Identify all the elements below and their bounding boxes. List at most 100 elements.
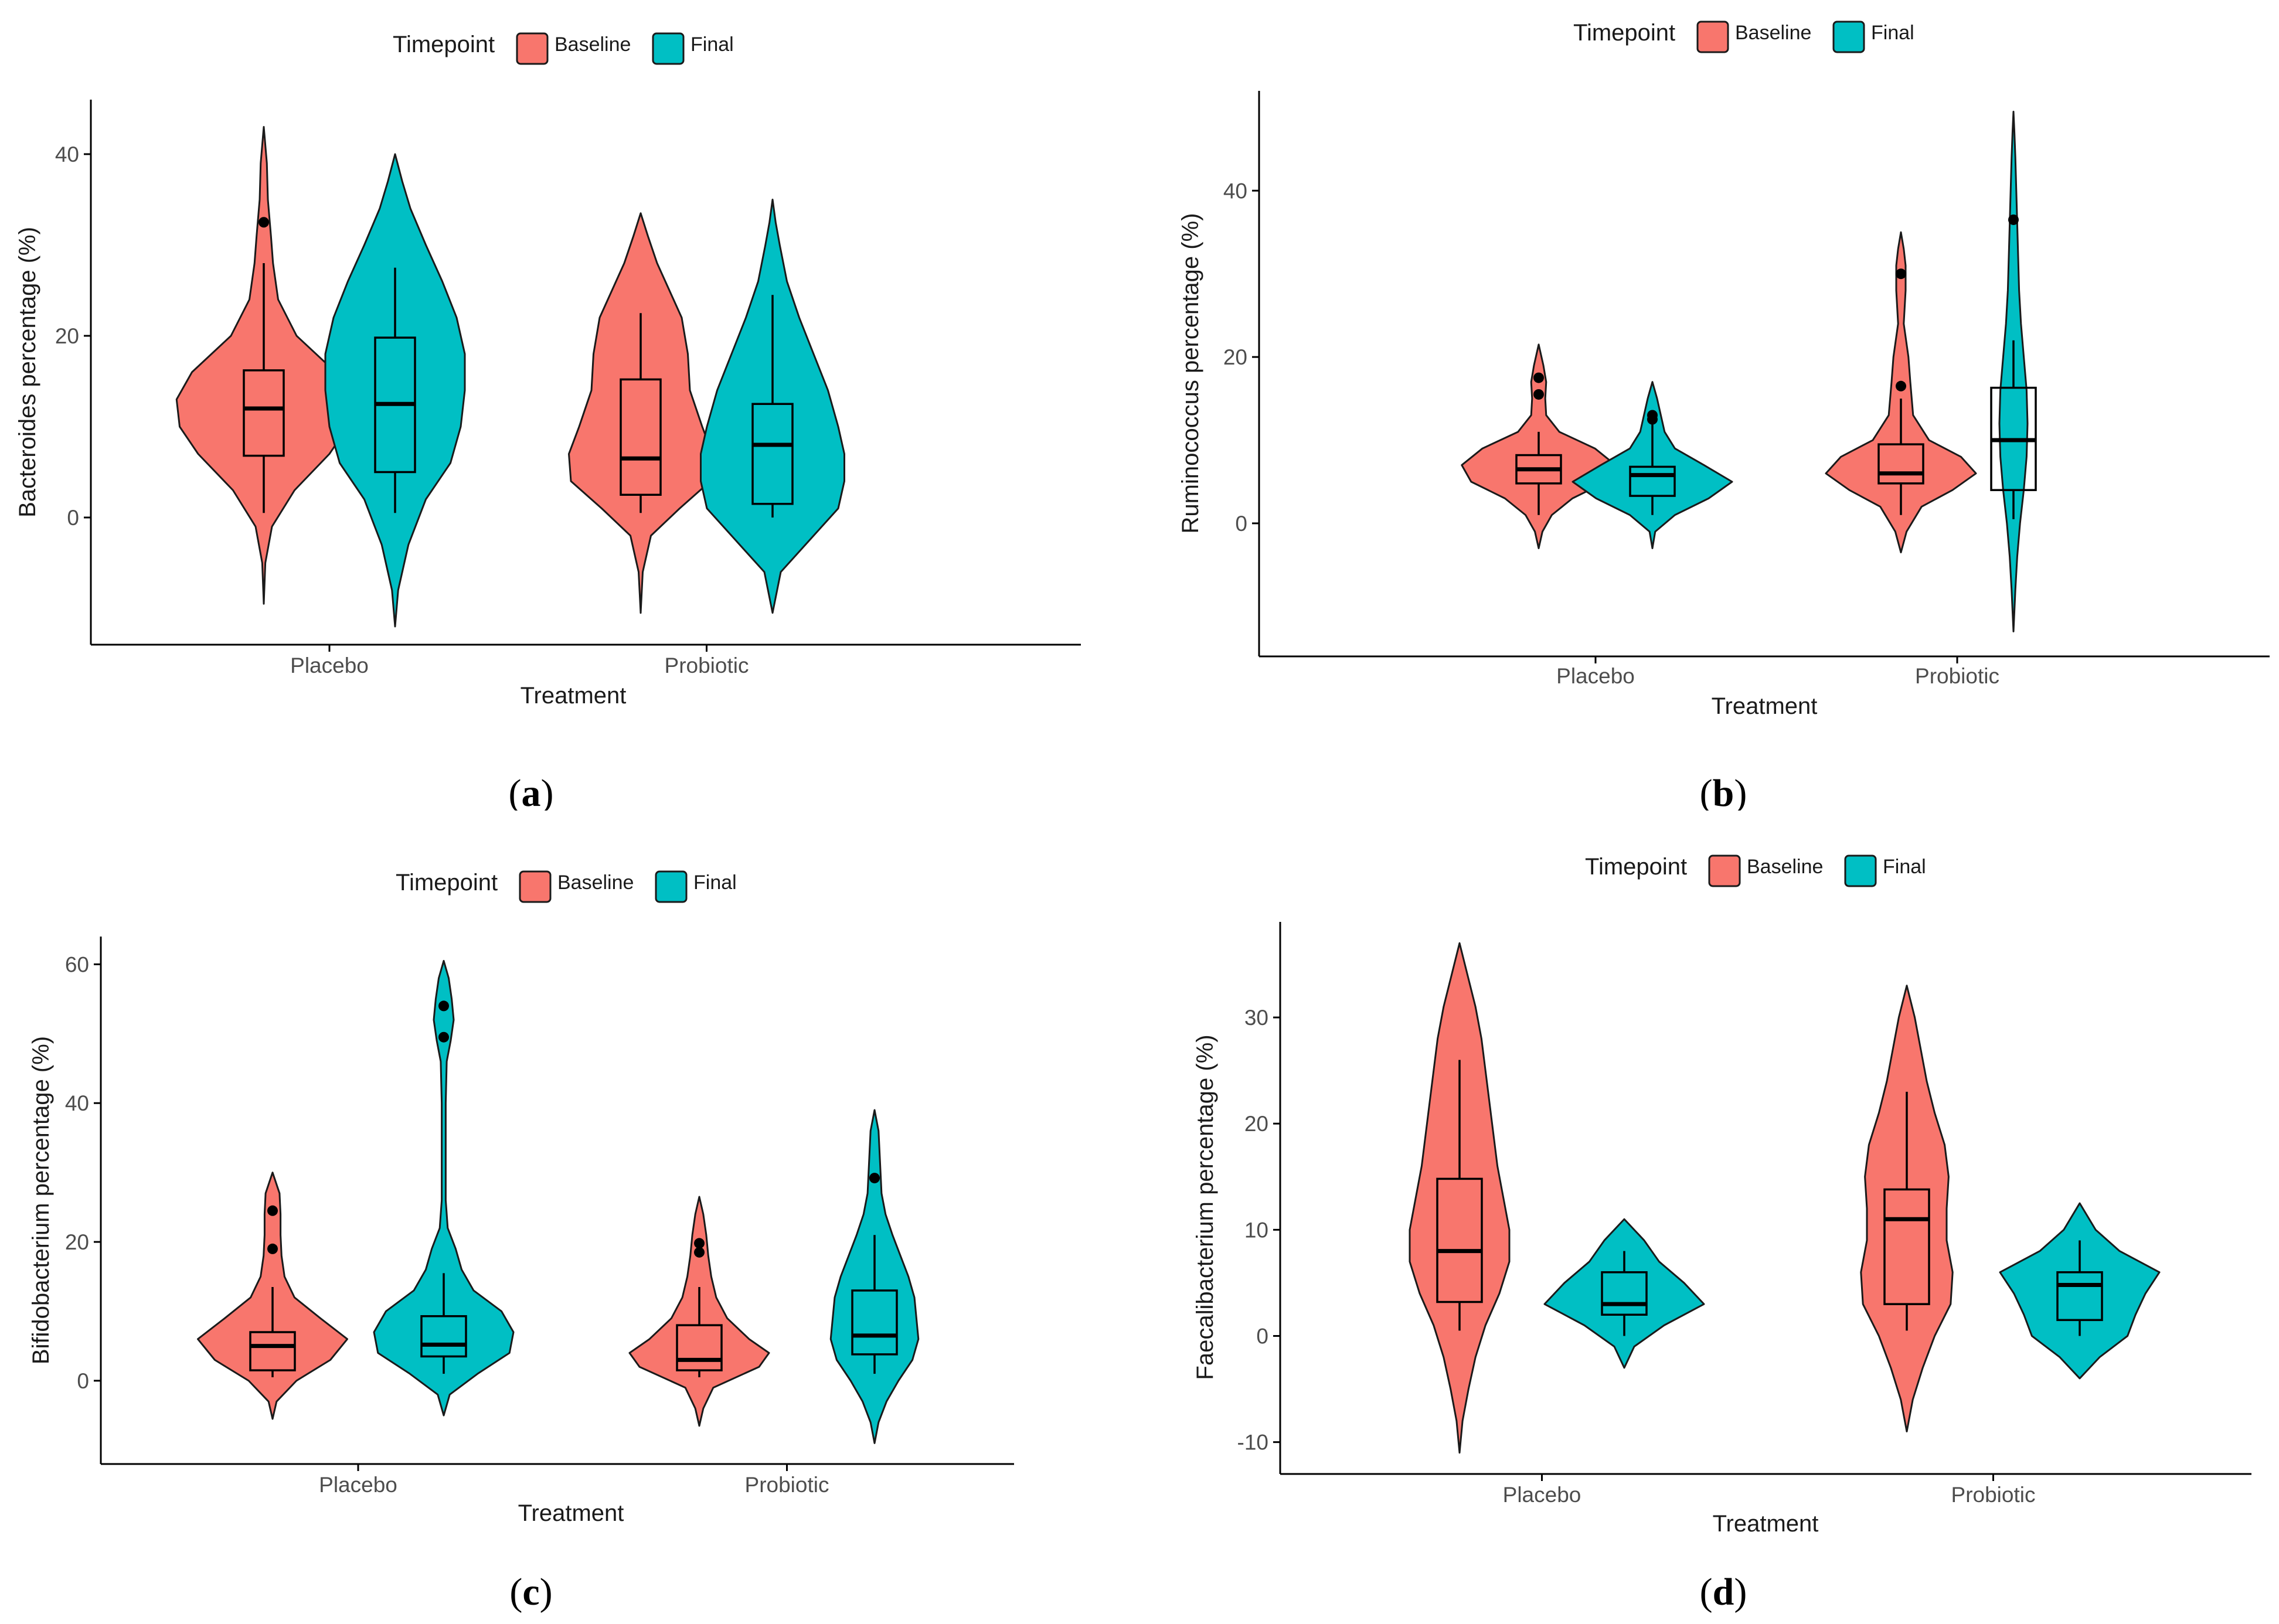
panel-label: (a) <box>509 772 554 811</box>
legend-title: Timepoint <box>393 32 495 57</box>
x-tick-label-placebo: Placebo <box>1503 1483 1581 1507</box>
panel-letter: a <box>522 772 541 811</box>
x-tick-label-probiotic: Probiotic <box>745 1473 829 1497</box>
legend-key-baseline <box>1708 854 1741 887</box>
legend: Timepoint Baseline Final <box>1585 854 1926 887</box>
plot-area <box>175 126 845 628</box>
legend-key-baseline <box>519 870 552 903</box>
x-tick-label-placebo: Placebo <box>1556 664 1635 688</box>
chart-b-svg: Timepoint Baseline Final 0 20 40 Placebo P… <box>1178 20 2270 815</box>
outlier-point <box>869 1173 880 1184</box>
box-placebo-final <box>1601 1271 1648 1316</box>
y-tick-label: 0 <box>77 1369 89 1393</box>
y-tick-label: 40 <box>1223 179 1247 203</box>
plot-area <box>1409 942 2161 1454</box>
plot-area <box>197 959 920 1444</box>
y-tick-label: 10 <box>1244 1218 1268 1242</box>
box-probiotic-final <box>2056 1271 2103 1322</box>
outlier-point <box>267 1243 278 1254</box>
violin-placebo-final <box>324 153 466 628</box>
legend: Timepoint Baseline Final <box>1573 20 1914 53</box>
outlier-point <box>694 1238 705 1249</box>
y-tick-label: 20 <box>55 324 79 348</box>
legend-label-baseline: Baseline <box>555 33 631 56</box>
legend-label-final: Final <box>1871 22 1914 44</box>
chart-panel-a: Timepoint Baseline Final 0 20 40 Placebo P… <box>0 0 1140 815</box>
y-axis-title: Bifidobacterium percentage (%) <box>28 1036 54 1364</box>
legend-label-baseline: Baseline <box>557 871 634 894</box>
plot-area <box>1461 110 2037 632</box>
violin-probiotic-final <box>700 199 845 614</box>
panel-label: (b) <box>1700 772 1747 811</box>
outlier-point <box>1533 389 1544 400</box>
legend-key-final <box>652 32 685 65</box>
y-tick-label: 0 <box>1235 512 1247 536</box>
legend-label-final: Final <box>690 33 734 56</box>
outlier-point <box>2008 214 2019 225</box>
violin-placebo-final <box>373 959 515 1417</box>
panel-letter: d <box>1713 1571 1734 1613</box>
box-probiotic-baseline <box>676 1324 723 1371</box>
legend-label-final: Final <box>1883 856 1926 878</box>
box-placebo-baseline <box>249 1331 296 1371</box>
y-axis-title: Ruminococcus percentage (%) <box>1178 213 1203 534</box>
chart-d-svg: Timepoint Baseline Final -10 0 10 20 30 Plac… <box>1192 854 2251 1613</box>
box-probiotic-final <box>851 1289 898 1356</box>
legend-title: Timepoint <box>1585 854 1687 880</box>
y-tick-label: 60 <box>65 952 89 976</box>
panel-letter: b <box>1713 772 1734 811</box>
y-tick-label: 20 <box>1244 1112 1268 1136</box>
x-tick-label-probiotic: Probiotic <box>1915 664 1999 688</box>
x-axis-title: Treatment <box>521 683 627 709</box>
violin-probiotic-baseline <box>568 212 713 614</box>
y-tick-label: 0 <box>67 506 79 530</box>
box-placebo-final <box>1629 465 1676 497</box>
chart-panel-d: Timepoint Baseline Final -10 0 10 20 30 Plac… <box>1140 811 2279 1624</box>
legend-key-final <box>1844 854 1877 887</box>
legend: Timepoint Baseline Final <box>396 870 737 903</box>
y-axis-title: Bacteroides percentage (%) <box>15 227 40 517</box>
box-probiotic-baseline <box>1883 1188 1930 1305</box>
chart-panel-b: Timepoint Baseline Final 0 20 40 Placebo P… <box>1140 0 2279 815</box>
y-tick-label: 40 <box>55 142 79 166</box>
legend-key-final <box>655 870 688 903</box>
violin-probiotic-baseline <box>1825 231 1977 554</box>
outlier-point <box>258 217 269 228</box>
violin-placebo-baseline <box>1409 942 1511 1454</box>
x-axis-ticks <box>328 645 707 652</box>
legend-label-baseline: Baseline <box>1735 22 1811 44</box>
x-tick-label-probiotic: Probiotic <box>665 653 749 677</box>
box-probiotic-final <box>751 403 794 505</box>
x-tick-label-probiotic: Probiotic <box>1951 1483 2036 1507</box>
x-axis-title: Treatment <box>518 1500 624 1526</box>
outlier-point <box>1647 410 1658 421</box>
y-tick-label: 30 <box>1244 1006 1268 1030</box>
y-axis-ticks: 0 20 40 <box>55 142 91 530</box>
y-tick-label: 20 <box>65 1230 89 1254</box>
y-axis-ticks: 0 20 40 <box>1223 179 1259 536</box>
outlier-point <box>438 1000 449 1012</box>
x-axis-title: Treatment <box>1713 1511 1819 1537</box>
outlier-point <box>1896 380 1906 391</box>
outlier-point <box>1533 372 1544 383</box>
violin-probiotic-baseline <box>1860 985 1954 1433</box>
box-placebo-final <box>420 1315 467 1358</box>
legend-label-baseline: Baseline <box>1747 856 1823 878</box>
y-axis-ticks: 0 20 40 60 <box>65 952 101 1393</box>
outlier-point <box>438 1031 449 1043</box>
y-tick-label: -10 <box>1237 1431 1268 1455</box>
legend-key-final <box>1832 21 1865 53</box>
x-tick-label-placebo: Placebo <box>319 1473 397 1497</box>
legend-title: Timepoint <box>1573 20 1675 46</box>
legend-key-baseline <box>1696 21 1729 53</box>
y-axis-title: Faecalibacterium percentage (%) <box>1192 1034 1218 1380</box>
chart-panel-c: Timepoint Baseline Final 0 20 40 60 Placebo… <box>0 811 1140 1624</box>
box-placebo-baseline <box>243 369 285 457</box>
chart-a-svg: Timepoint Baseline Final 0 20 40 Placebo P… <box>15 32 1081 815</box>
box-probiotic-baseline <box>620 378 662 496</box>
x-tick-label-placebo: Placebo <box>290 653 369 677</box>
panel-letter: c <box>522 1571 539 1613</box>
y-tick-label: 40 <box>65 1091 89 1115</box>
outlier-point <box>694 1247 705 1258</box>
panel-label: (c) <box>509 1571 552 1613</box>
